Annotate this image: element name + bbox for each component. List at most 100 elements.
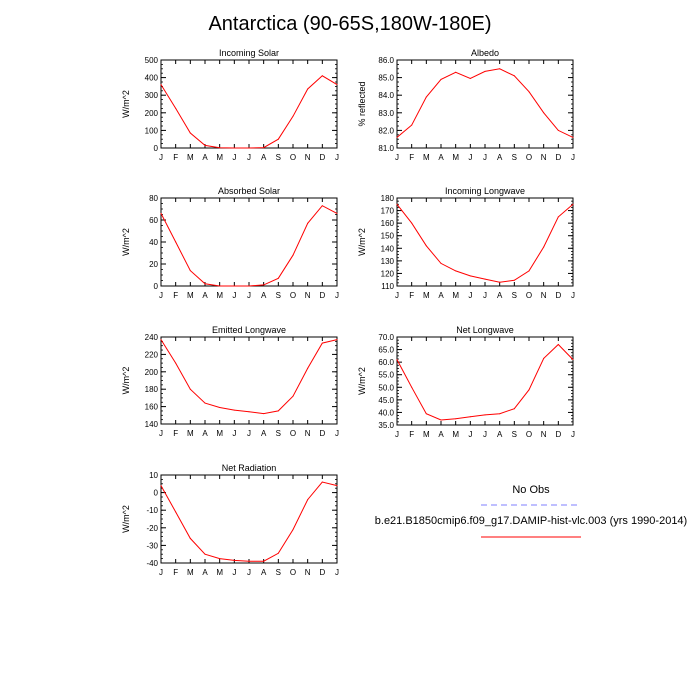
emitted-longwave-plot-frame [160, 336, 338, 425]
net-longwave-x-tick-label: M [423, 430, 430, 439]
net-radiation-data-point [321, 481, 323, 483]
incoming-longwave-y-tick-label: 170 [381, 207, 395, 216]
emitted-longwave-x-tick-label: J [159, 429, 163, 438]
emitted-longwave-data-point [307, 367, 309, 369]
albedo-data-point [469, 78, 471, 79]
net-radiation-data-point [204, 553, 206, 555]
net-longwave-y-tick-label: 70.0 [378, 333, 394, 342]
net-radiation-y-axis-label: W/m^2 [121, 505, 131, 533]
incoming-longwave-data-point [543, 246, 545, 248]
emitted-longwave-x-tick-label: M [187, 429, 194, 438]
albedo-x-tick-label: N [541, 153, 547, 162]
net-radiation-y-tick-label: 10 [149, 471, 158, 480]
albedo-data-point [499, 68, 501, 70]
emitted-longwave-y-tick-label: 160 [145, 403, 159, 412]
absorbed-solar-x-tick-label: J [159, 291, 163, 300]
absorbed-solar-y-tick-label: 0 [154, 282, 159, 291]
absorbed-solar-x-tick-label: M [187, 291, 194, 300]
net-radiation-plot-frame [160, 474, 338, 564]
absorbed-solar-x-tick-label: A [202, 291, 208, 300]
incoming-longwave-data-point [469, 275, 471, 277]
net-longwave-data-point [411, 386, 413, 388]
incoming-longwave-data-point [484, 278, 486, 280]
incoming-longwave-x-tick-label: J [468, 291, 472, 300]
albedo-y-tick-label: 85.0 [378, 74, 394, 83]
emitted-longwave-y-tick-label: 240 [145, 333, 159, 342]
absorbed-solar-y-axis-label: W/m^2 [121, 228, 131, 256]
absorbed-solar-data-point [189, 270, 191, 272]
incoming-longwave-x-tick-label: J [571, 291, 575, 300]
incoming-longwave-x-tick-label: O [526, 291, 532, 300]
incoming-solar-panel-title: Incoming Solar [219, 48, 279, 58]
emitted-longwave-panel-title: Emitted Longwave [212, 325, 286, 335]
albedo-data-point [484, 70, 486, 72]
incoming-solar-x-tick-label: J [247, 153, 251, 162]
emitted-longwave-data-point [277, 410, 279, 412]
net-radiation-y-tick-label: -30 [146, 541, 158, 550]
incoming-longwave-x-tick-label: D [555, 291, 561, 300]
incoming-solar-series-line [160, 75, 338, 149]
incoming-solar-y-tick-label: 200 [145, 109, 159, 118]
net-longwave-data-point [499, 413, 501, 415]
net-longwave-data-point [484, 414, 486, 416]
absorbed-solar-data-point [204, 283, 206, 285]
incoming-solar-x-tick-label: A [261, 153, 267, 162]
incoming-longwave-series-line [396, 203, 574, 283]
absorbed-solar-panel-title: Absorbed Solar [218, 186, 280, 196]
incoming-solar-data-point [277, 138, 279, 140]
net-radiation-data-point [277, 552, 279, 554]
absorbed-solar-series-line [160, 205, 338, 287]
albedo-panel-title: Albedo [471, 48, 499, 58]
absorbed-solar-data-point [160, 212, 162, 214]
legend-case-label: b.e21.B1850cmip6.f09_g17.DAMIP-hist-vlc.… [375, 515, 687, 527]
incoming-solar-data-point [219, 147, 221, 149]
incoming-longwave-data-point [572, 203, 574, 205]
albedo-x-tick-label: A [497, 153, 503, 162]
albedo-x-tick-label: M [423, 153, 430, 162]
absorbed-solar-data-point [219, 285, 221, 287]
net-longwave-x-tick-label: D [555, 430, 561, 439]
net-radiation-data-point [175, 511, 177, 513]
net-longwave-panel-title: Net Longwave [456, 325, 514, 335]
incoming-longwave-data-point [557, 216, 559, 218]
incoming-solar-data-point [263, 147, 265, 149]
net-radiation-panel-title: Net Radiation [222, 463, 277, 473]
emitted-longwave-y-tick-label: 180 [145, 385, 159, 394]
incoming-longwave-y-tick-label: 150 [381, 232, 395, 241]
net-radiation-y-tick-label: -10 [146, 506, 158, 515]
incoming-solar-x-tick-label: A [202, 153, 208, 162]
albedo-x-tick-label: F [409, 153, 414, 162]
absorbed-solar-x-tick-label: S [276, 291, 281, 300]
albedo-y-tick-label: 83.0 [378, 109, 394, 118]
net-radiation-x-tick-label: D [319, 568, 325, 577]
emitted-longwave-x-tick-label: O [290, 429, 296, 438]
albedo-x-tick-label: J [571, 153, 575, 162]
albedo-y-tick-label: 81.0 [378, 144, 394, 153]
albedo-y-tick-label: 82.0 [378, 126, 394, 135]
absorbed-solar-x-tick-label: D [319, 291, 325, 300]
incoming-solar-data-point [307, 88, 309, 90]
incoming-longwave-x-tick-label: F [409, 291, 414, 300]
incoming-solar-data-point [292, 115, 294, 117]
incoming-longwave-y-tick-label: 130 [381, 257, 395, 266]
legend: No Obs b.e21.B1850cmip6.f09_g17.DAMIP-hi… [375, 484, 687, 538]
incoming-solar-data-point [248, 147, 250, 149]
emitted-longwave-x-tick-label: A [261, 429, 267, 438]
incoming-solar-x-tick-label: S [276, 153, 281, 162]
net-radiation-data-point [233, 559, 235, 561]
incoming-solar-y-tick-label: 500 [145, 56, 159, 65]
net-longwave-plot-frame [396, 336, 574, 426]
incoming-solar-y-tick-label: 300 [145, 91, 159, 100]
net-radiation-x-tick-label: A [202, 568, 208, 577]
emitted-longwave-x-tick-label: A [202, 429, 208, 438]
absorbed-solar-y-tick-label: 60 [149, 216, 158, 225]
net-radiation-x-tick-label: M [216, 568, 223, 577]
incoming-longwave-y-tick-label: 110 [381, 282, 394, 291]
albedo-x-tick-label: A [438, 153, 444, 162]
absorbed-solar-x-tick-label: M [216, 291, 223, 300]
